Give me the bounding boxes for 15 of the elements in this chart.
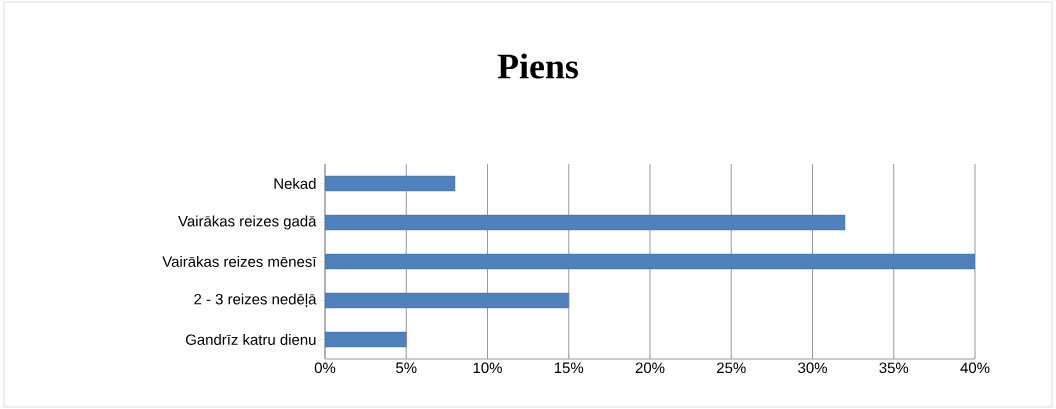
x-tick-label: 30%: [798, 362, 827, 374]
y-tick-label: 2 - 3 reizes nedēļā: [194, 293, 317, 308]
y-tick-label: Vairākas reizes gadā: [178, 215, 317, 230]
y-tick-label: Nekad: [274, 178, 316, 189]
y-tick-label: Vairākas reizes mēnesī: [162, 256, 317, 267]
x-tick-label: 20%: [635, 362, 665, 374]
x-tick-label: 10%: [473, 362, 502, 374]
x-tick-label: 25%: [717, 362, 746, 374]
x-tick-label: 35%: [879, 362, 909, 374]
y-tick-label: Gandrīz katru dienu: [185, 334, 316, 345]
x-tick-label: 0%: [314, 362, 336, 374]
chart-title: Piens: [497, 53, 578, 79]
x-tick-label: 15%: [554, 362, 584, 374]
x-tick-label: 40%: [960, 362, 990, 374]
x-tick-label: 5%: [396, 362, 417, 374]
